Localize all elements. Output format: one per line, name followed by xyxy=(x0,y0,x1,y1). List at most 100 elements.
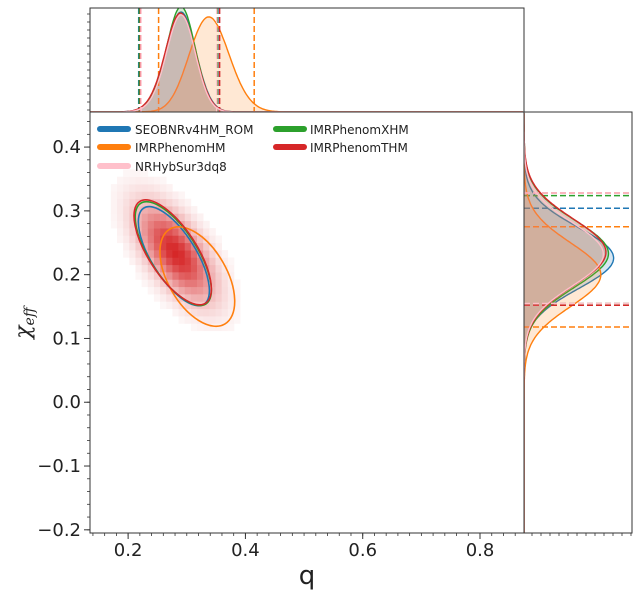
heatmap-cell xyxy=(141,169,149,178)
heatmap-cell xyxy=(172,286,179,295)
heatmap-cell xyxy=(141,191,149,200)
top-panel-frame xyxy=(89,7,525,113)
heatmap-cell xyxy=(178,308,186,317)
heatmap-cell xyxy=(178,206,186,214)
heatmap-cell xyxy=(190,206,198,214)
heatmap-cell xyxy=(227,257,235,266)
y-tick-label: −0.1 xyxy=(37,456,81,477)
heatmap-cell xyxy=(209,272,216,280)
chi-density-fill-nrhybsur3dq8 xyxy=(524,112,604,533)
heatmap-cell xyxy=(141,220,149,229)
heatmap-cell xyxy=(209,294,216,302)
heatmap-cell xyxy=(141,242,149,251)
heatmap-cell xyxy=(166,279,173,288)
heatmap-cell xyxy=(160,191,167,200)
heatmap-cell xyxy=(190,286,198,295)
x-tick-label: 0.2 xyxy=(114,540,143,561)
heatmap-cell xyxy=(221,279,229,288)
heatmap-cell xyxy=(141,272,149,280)
heatmap-cell xyxy=(203,257,210,266)
legend-label-imrphenomxhm: IMRPhenomXHM xyxy=(310,123,409,137)
heatmap-cell xyxy=(135,264,142,273)
heatmap-cell xyxy=(203,220,210,229)
heatmap-cell xyxy=(147,286,155,295)
y-axis-label-sub: eff xyxy=(22,305,38,325)
heatmap-cell xyxy=(123,213,130,222)
heatmap-cell xyxy=(110,220,118,229)
heatmap-cell xyxy=(141,184,149,192)
heatmap-cell xyxy=(123,169,130,178)
heatmap-cell xyxy=(160,294,167,302)
heatmap-cell xyxy=(166,264,173,273)
heatmap-cell xyxy=(153,264,161,273)
heatmap-cell xyxy=(221,257,229,266)
heatmap-cell xyxy=(172,220,179,229)
heatmap-cell xyxy=(227,323,235,332)
heatmap-cell xyxy=(203,308,210,317)
q-marginal-layer xyxy=(90,8,524,112)
chi-density-fill-imrphenomthm xyxy=(524,112,606,533)
heatmap-cell xyxy=(160,250,167,258)
heatmap-cell xyxy=(172,250,179,258)
heatmap-cell xyxy=(129,242,136,251)
heatmap-cell xyxy=(166,220,173,229)
heatmap-cell xyxy=(197,323,204,332)
heatmap-cell xyxy=(190,316,198,324)
y-tick-label: 0.4 xyxy=(52,137,81,158)
heatmap-cell xyxy=(135,257,142,266)
y-tick-label: 0.3 xyxy=(52,201,81,222)
heatmap-cell xyxy=(215,308,222,317)
heatmap-cell xyxy=(203,316,210,324)
heatmap-cell xyxy=(160,228,167,236)
heatmap-cell xyxy=(209,257,216,266)
heatmap-cell xyxy=(147,206,155,214)
heatmap-cell xyxy=(190,257,198,266)
heatmap-cell xyxy=(221,301,229,310)
heatmap-cell xyxy=(215,242,222,251)
heatmap-cell xyxy=(141,257,149,266)
heatmap-cell xyxy=(178,242,186,251)
heatmap-cell xyxy=(221,294,229,302)
heatmap-cell xyxy=(166,294,173,302)
heatmap-cell xyxy=(135,206,142,214)
heatmap-cell xyxy=(184,250,192,258)
heatmap-cell xyxy=(141,235,149,244)
heatmap-cell xyxy=(166,206,173,214)
heatmap-cell xyxy=(147,272,155,280)
heatmap-cell xyxy=(209,308,216,317)
q-density-fill-imrphenomthm xyxy=(90,13,524,112)
heatmap-cell xyxy=(135,184,142,192)
y-tick-label: 0.1 xyxy=(52,328,81,349)
heatmap-cell xyxy=(166,184,173,192)
x-axis-label: q xyxy=(299,561,316,591)
heatmap-cell xyxy=(172,235,179,244)
heatmap-cell xyxy=(147,264,155,273)
heatmap-cell xyxy=(153,257,161,266)
heatmap-cell xyxy=(153,272,161,280)
y-tick-label: 0.2 xyxy=(52,265,81,286)
heatmap-cell xyxy=(203,279,210,288)
heatmap-cell xyxy=(135,250,142,258)
heatmap-cell xyxy=(233,286,241,295)
heatmap-cell xyxy=(233,308,241,317)
heatmap-cell xyxy=(160,286,167,295)
heatmap-cell xyxy=(160,206,167,214)
q-density-fill-imrphenomhm xyxy=(90,16,524,112)
heatmap-cell xyxy=(227,316,235,324)
heatmap-cell xyxy=(221,308,229,317)
heatmap-cell xyxy=(110,213,118,222)
heatmap-cell xyxy=(178,191,186,200)
heatmap-cell xyxy=(209,301,216,310)
heatmap-cell xyxy=(227,301,235,310)
heatmap-cell xyxy=(153,228,161,236)
heatmap-cell xyxy=(129,257,136,266)
heatmap-cell xyxy=(178,235,186,244)
q-density-line-nrhybsur3dq8 xyxy=(90,14,523,112)
heatmap-cell xyxy=(203,294,210,302)
heatmap-cell xyxy=(147,220,155,229)
heatmap-cell xyxy=(129,228,136,236)
heatmap-cell xyxy=(197,286,204,295)
heatmap-cell xyxy=(184,294,192,302)
main-panel-background xyxy=(90,112,524,533)
heatmap-cell xyxy=(123,242,130,251)
